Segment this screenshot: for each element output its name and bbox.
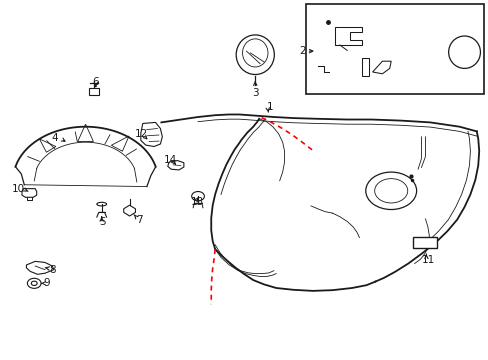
Text: 4: 4 <box>51 132 58 143</box>
Text: 11: 11 <box>421 255 434 265</box>
Bar <box>305 4 483 94</box>
Bar <box>412 237 436 248</box>
Text: 14: 14 <box>163 155 177 165</box>
Text: 5: 5 <box>99 217 105 228</box>
Text: 10: 10 <box>12 184 25 194</box>
Bar <box>89 88 99 95</box>
Text: 2: 2 <box>299 46 305 56</box>
Text: 12: 12 <box>134 129 147 139</box>
Bar <box>361 58 368 76</box>
Text: 1: 1 <box>266 102 273 112</box>
Text: 3: 3 <box>252 88 259 98</box>
Text: 8: 8 <box>49 265 56 275</box>
Text: 13: 13 <box>190 197 203 207</box>
Text: 6: 6 <box>92 77 99 87</box>
Text: 9: 9 <box>43 278 50 288</box>
Text: 7: 7 <box>136 215 142 225</box>
